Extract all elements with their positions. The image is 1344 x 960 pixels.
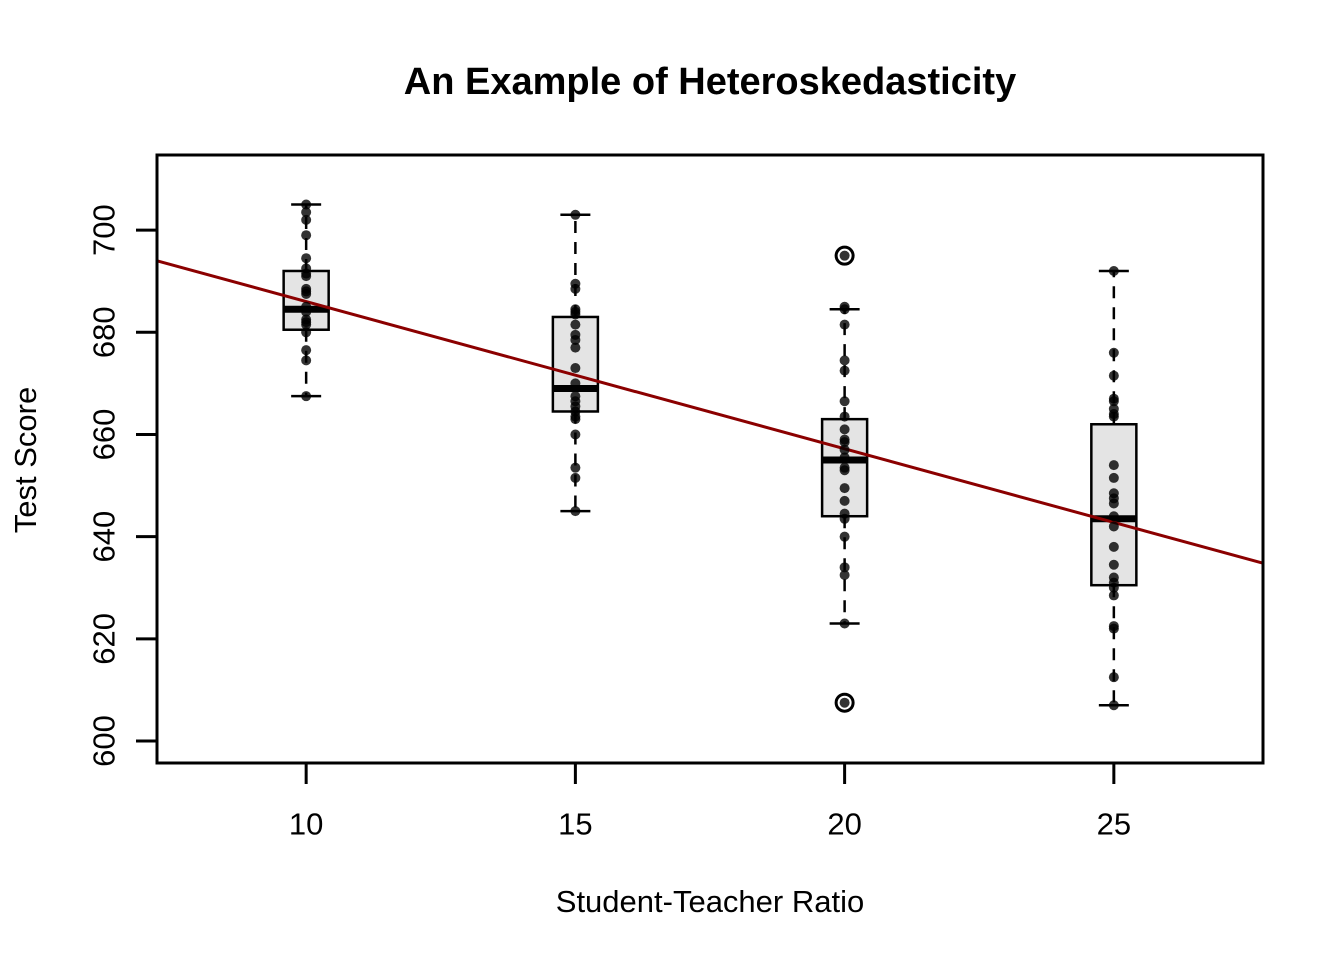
data-point — [839, 483, 850, 494]
y-tick-label: 620 — [87, 613, 122, 665]
y-tick-label: 600 — [87, 715, 122, 767]
data-point — [839, 250, 850, 261]
data-point — [839, 365, 850, 376]
data-point — [1108, 396, 1119, 407]
data-point — [1108, 623, 1119, 634]
data-point — [839, 465, 850, 476]
data-point — [839, 618, 850, 629]
data-point — [570, 429, 581, 440]
data-point — [570, 414, 581, 425]
data-point — [570, 462, 581, 473]
data-point — [570, 334, 581, 345]
data-point — [1108, 541, 1119, 552]
y-tick-label: 700 — [87, 204, 122, 256]
data-point — [1108, 265, 1119, 276]
data-point — [570, 319, 581, 330]
data-point — [301, 271, 312, 282]
data-point — [1108, 700, 1119, 711]
x-tick-label: 10 — [289, 807, 323, 842]
data-point — [839, 437, 850, 448]
data-point — [570, 283, 581, 294]
data-point — [570, 378, 581, 389]
plot-area: 600 620 640 660 680 700 10 15 20 25 — [87, 153, 1265, 842]
data-point — [839, 452, 850, 463]
data-point — [839, 562, 850, 573]
data-point — [1108, 411, 1119, 422]
data-point — [839, 411, 850, 422]
data-point — [301, 207, 312, 218]
data-point — [1108, 672, 1119, 683]
data-point — [839, 355, 850, 366]
x-tick-label: 20 — [827, 807, 861, 842]
data-point — [1108, 511, 1119, 522]
y-axis-title: Test Score — [8, 387, 43, 533]
data-point — [570, 342, 581, 353]
data-point — [839, 424, 850, 435]
data-point — [301, 214, 312, 225]
data-point — [301, 391, 312, 402]
data-point — [570, 472, 581, 483]
iqr-box — [1090, 423, 1138, 587]
data-point — [301, 355, 312, 366]
data-point — [301, 345, 312, 356]
data-point — [839, 495, 850, 506]
y-tick-label: 680 — [87, 306, 122, 358]
data-point — [301, 230, 312, 241]
outlier-ring — [834, 245, 855, 266]
data-point — [301, 199, 312, 210]
y-tick-label: 640 — [87, 511, 122, 563]
data-point — [839, 319, 850, 330]
data-point — [301, 327, 312, 338]
x-tick-label: 25 — [1097, 807, 1131, 842]
x-axis-title: Student-Teacher Ratio — [556, 884, 864, 919]
data-point — [570, 363, 581, 374]
data-point — [839, 697, 850, 708]
data-point — [1108, 347, 1119, 358]
data-point — [839, 304, 850, 315]
data-point — [1108, 472, 1119, 483]
data-point — [1108, 521, 1119, 532]
data-point — [1108, 582, 1119, 593]
data-point — [1108, 370, 1119, 381]
data-point — [301, 319, 312, 330]
regression-line — [156, 259, 1264, 565]
data-point — [301, 288, 312, 299]
data-point — [1108, 559, 1119, 570]
x-tick-label: 15 — [558, 807, 592, 842]
data-point — [570, 506, 581, 517]
data-point — [301, 306, 312, 317]
data-point — [839, 531, 850, 542]
y-tick-label: 660 — [87, 409, 122, 461]
chart-title: An Example of Heteroskedasticity — [404, 61, 1016, 103]
data-point — [570, 309, 581, 320]
data-point — [1108, 498, 1119, 509]
data-point — [301, 253, 312, 264]
data-point — [839, 569, 850, 580]
plot-border — [155, 153, 1265, 765]
data-point — [570, 209, 581, 220]
data-point — [1108, 590, 1119, 601]
outlier-ring — [834, 692, 855, 713]
data-point — [839, 396, 850, 407]
data-point — [839, 444, 850, 455]
data-point — [839, 513, 850, 524]
data-point — [1108, 460, 1119, 471]
